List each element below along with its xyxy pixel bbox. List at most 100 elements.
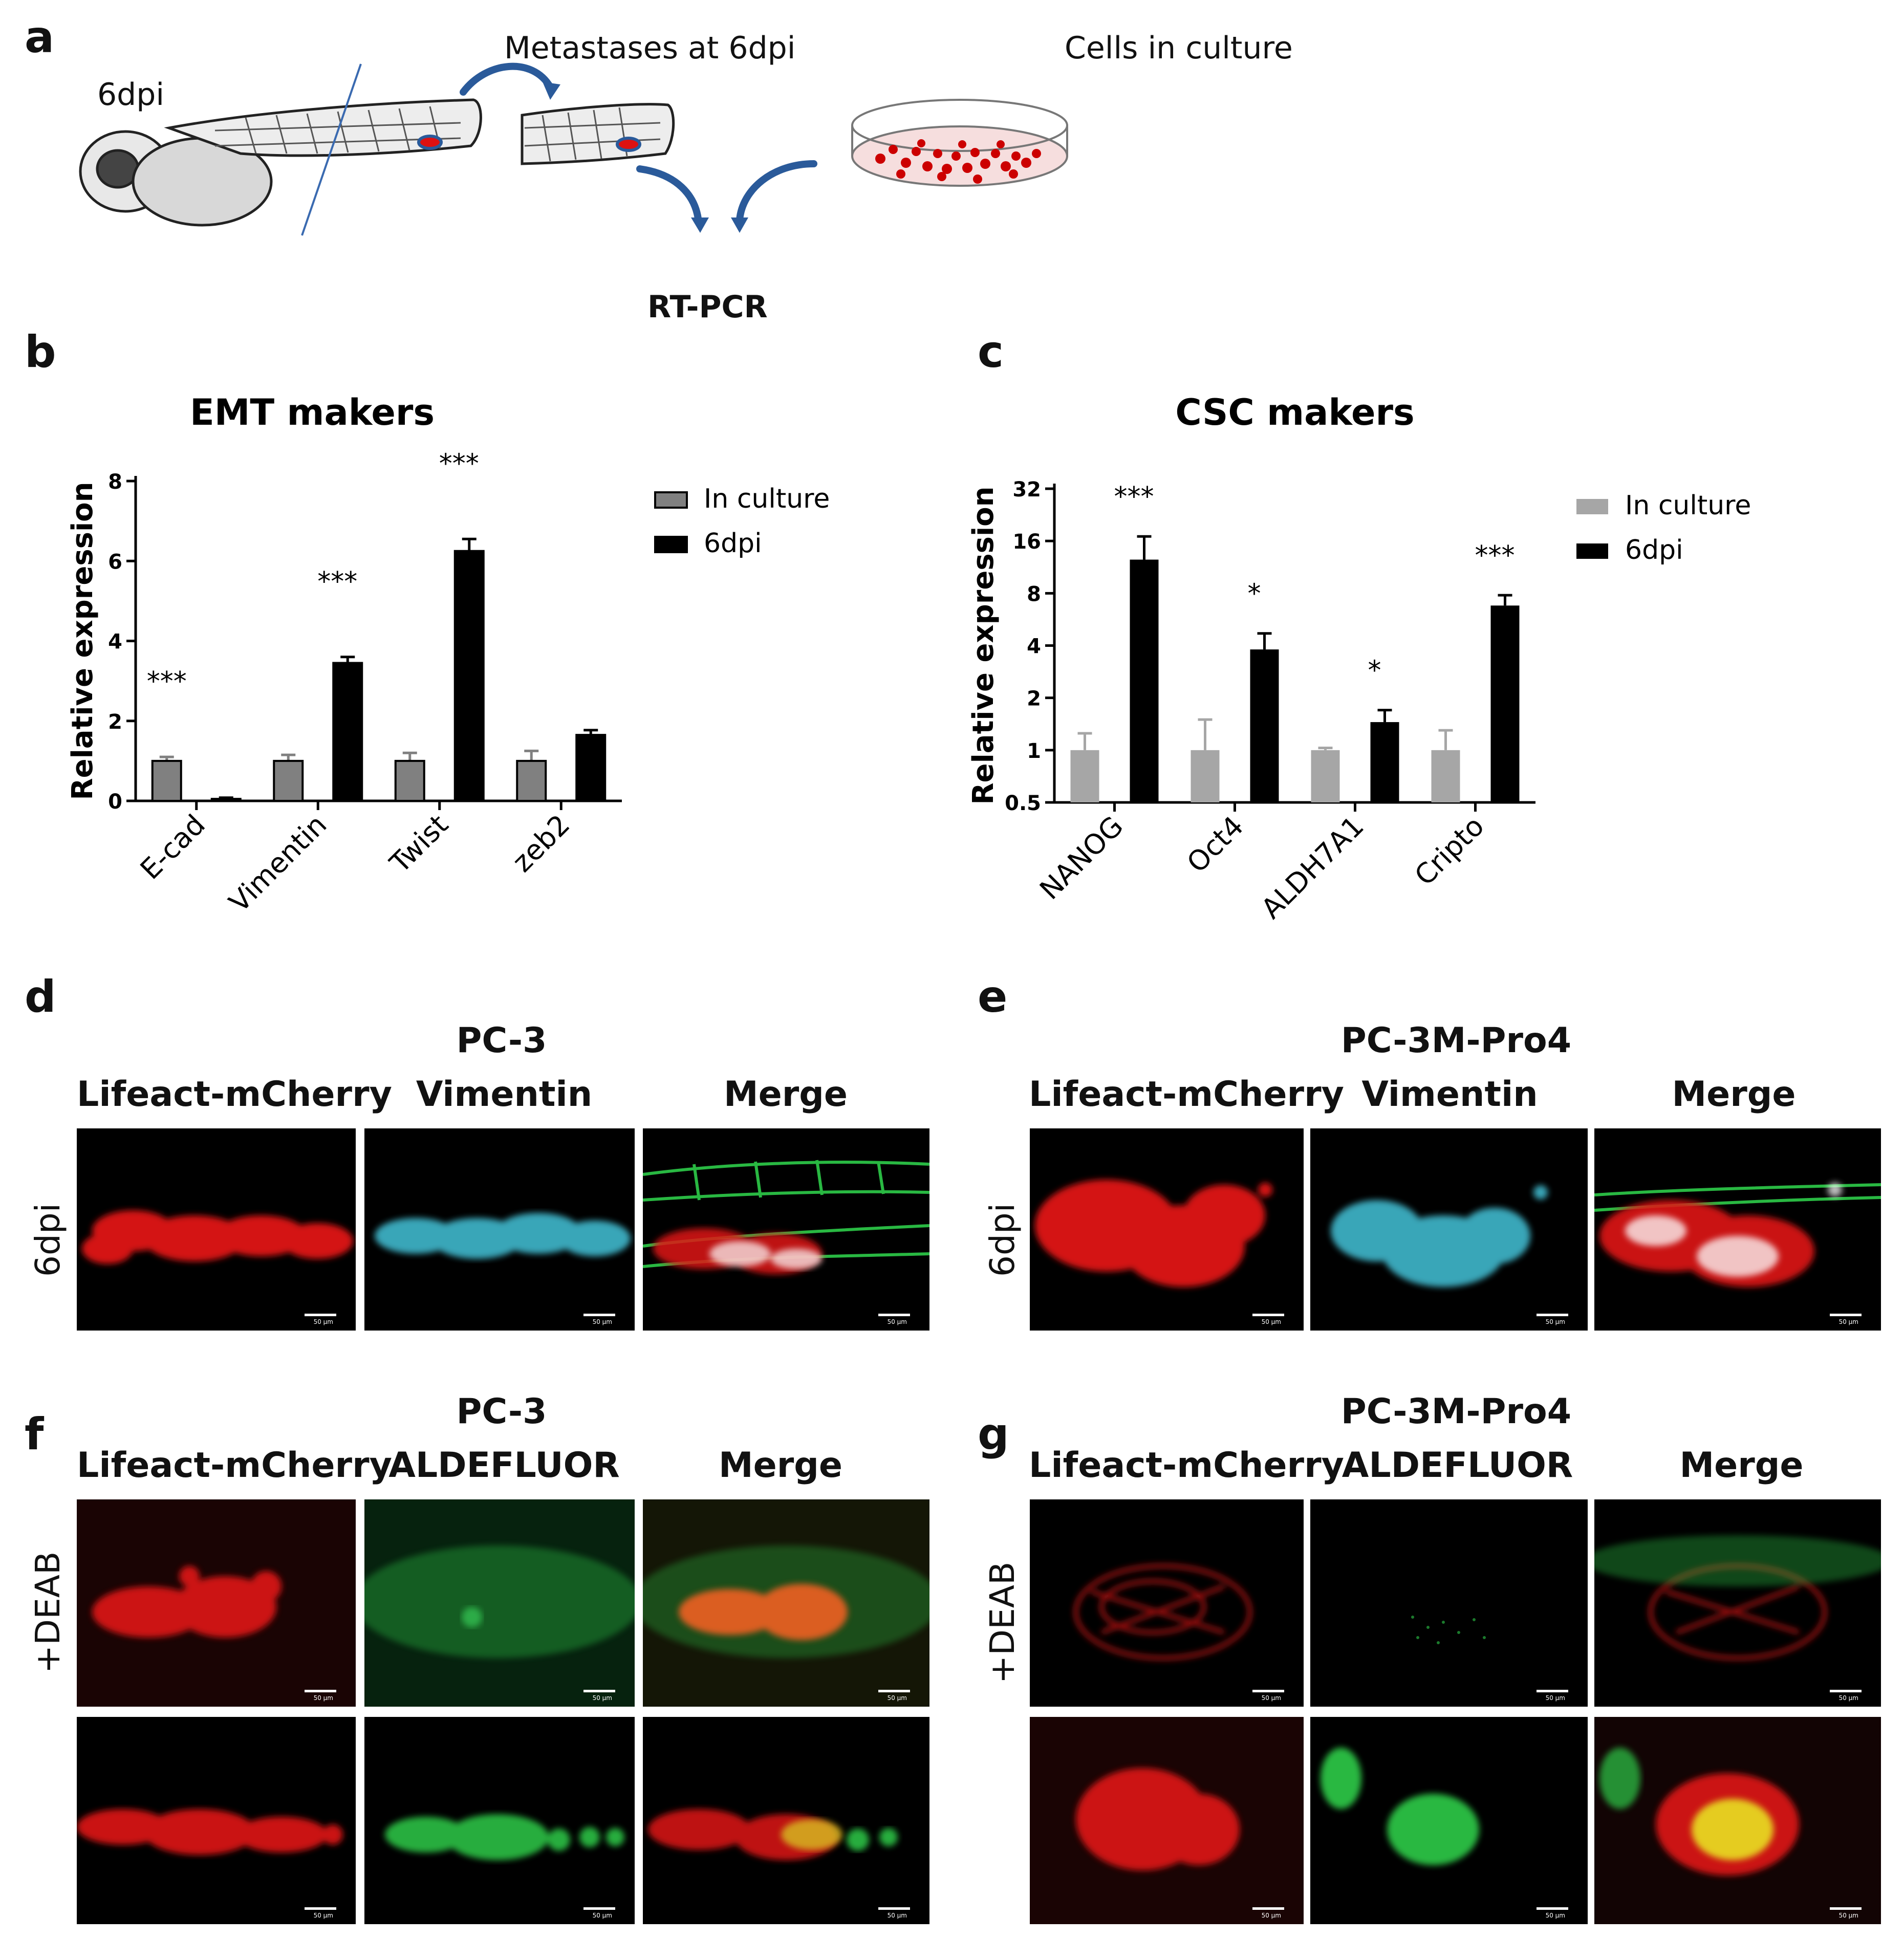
y-tick-label: 0.5	[1005, 792, 1041, 815]
bar	[210, 798, 242, 802]
bar	[1431, 750, 1460, 802]
chart-title: EMT makers	[190, 391, 435, 433]
col-merge-d: Merge	[723, 1074, 848, 1115]
group-title-f: PC-3	[456, 1391, 547, 1432]
y-tick-label: 0	[108, 790, 122, 814]
col-merge-e: Merge	[1672, 1074, 1796, 1115]
y-tick-label: 2	[1027, 687, 1041, 711]
micrograph-e-cyan: 50 µm	[1310, 1128, 1588, 1331]
x-tick-label: zeb2	[506, 809, 576, 879]
panel-letter-c: c	[978, 326, 1004, 378]
x-tick-label: NANOG	[1033, 810, 1129, 906]
row-label-6dpi-e: 6dpi	[983, 1203, 1022, 1277]
micrograph-f1-green: 50 µm	[364, 1499, 635, 1707]
y-tick-label: 16	[1012, 530, 1041, 554]
legend-swatch	[654, 536, 688, 553]
x-tick-label: Vimentin	[223, 809, 333, 919]
panel-letter-a: a	[25, 12, 55, 63]
x-tick-label: Cripto	[1409, 810, 1490, 892]
y-tick-label: 1	[1027, 739, 1041, 763]
significance-label: ***	[1475, 540, 1515, 571]
bar	[575, 734, 607, 802]
micrograph-g2-green: 50 µm	[1310, 1717, 1588, 1924]
chart-title: CSC makers	[1175, 391, 1414, 433]
bar	[1311, 750, 1340, 802]
y-axis-label: Relative expression	[967, 486, 1000, 804]
col-vimentin-e: Vimentin	[1361, 1074, 1538, 1115]
y-tick-label: 4	[108, 630, 122, 654]
legend-swatch	[654, 491, 688, 509]
legend-swatch	[1576, 543, 1608, 559]
col-lifeact-e: Lifeact-mCherry	[1029, 1074, 1344, 1115]
label-metastases: Metastases at 6dpi	[504, 30, 796, 66]
cut-line-icon	[301, 63, 362, 236]
micrograph-g1-red: 50 µm	[1030, 1499, 1304, 1707]
row-label-6dpi-d: 6dpi	[28, 1203, 68, 1277]
bar	[1250, 649, 1279, 802]
col-lifeact-f: Lifeact-mCherry	[77, 1445, 392, 1486]
group-title-e: PC-3M-Pro4	[1340, 1020, 1572, 1061]
micrograph-f1-merge: 50 µm	[643, 1499, 929, 1707]
panel-letter-e: e	[978, 971, 1008, 1022]
micrograph-f2-red: 50 µm	[77, 1717, 356, 1924]
bar	[273, 759, 304, 802]
petri-dish-icon	[851, 99, 1068, 187]
y-tick-label: 2	[108, 710, 122, 734]
micrograph-f2-green: 50 µm	[364, 1717, 635, 1924]
y-tick-label: 32	[1012, 478, 1041, 502]
y-axis-label: Relative expression	[66, 482, 99, 800]
col-merge-f: Merge	[718, 1445, 843, 1486]
micrograph-g2-merge: 50 µm	[1594, 1717, 1881, 1924]
panel-letter-g: g	[978, 1409, 1009, 1460]
bar	[1191, 750, 1220, 802]
legend-label: In culture	[1625, 490, 1751, 521]
col-merge-g: Merge	[1679, 1445, 1804, 1486]
bar	[516, 759, 547, 802]
y-tick-label: 4	[1027, 635, 1041, 659]
micrograph-d-cyan: 50 µm	[364, 1128, 635, 1331]
micrograph-e-red: 50 µm	[1030, 1128, 1304, 1331]
micrograph-f1-red: 50 µm	[77, 1499, 356, 1707]
label-rt-pcr: RT-PCR	[647, 289, 768, 325]
chart-csc: CSC makers Relative expression 0.5 1 2 4 8 16 32…	[967, 391, 1751, 925]
row-label-deab-f: +DEAB	[28, 1551, 68, 1673]
group-title-d: PC-3	[456, 1020, 547, 1061]
micrograph-d-red: 50 µm	[77, 1128, 356, 1331]
col-lifeact-g: Lifeact-mCherry	[1029, 1445, 1344, 1486]
bar	[394, 759, 425, 802]
bar	[1130, 559, 1159, 802]
label-cells-in-culture: Cells in culture	[1065, 30, 1293, 66]
bar	[1070, 750, 1099, 802]
col-aldefluor-g: ALDEFLUOR	[1342, 1445, 1573, 1486]
bar	[332, 662, 363, 802]
y-tick-label: 6	[108, 550, 122, 574]
col-lifeact-d: Lifeact-mCherry	[77, 1074, 392, 1115]
legend-swatch	[1576, 499, 1608, 514]
bar	[151, 759, 182, 802]
x-tick-label: Twist	[383, 809, 455, 880]
zebrafish-larva-icon	[79, 98, 482, 227]
significance-label: ***	[1114, 482, 1154, 512]
tumor-spot-icon	[417, 135, 443, 150]
y-tick-label: 8	[1027, 582, 1041, 606]
micrograph-d-merge: 50 µm	[643, 1128, 929, 1331]
arrow-icons	[460, 62, 817, 226]
panel-letter-d: d	[25, 971, 56, 1022]
col-vimentin-d: Vimentin	[416, 1074, 593, 1115]
bar	[1370, 722, 1399, 802]
x-tick-label: ALDH7A1	[1255, 810, 1370, 925]
significance-label: *	[1368, 656, 1381, 686]
row-label-deab-g: +DEAB	[983, 1561, 1022, 1684]
group-title-g: PC-3M-Pro4	[1340, 1391, 1572, 1432]
x-tick-label: E-cad	[134, 809, 211, 886]
micrograph-f2-merge: 50 µm	[643, 1717, 929, 1924]
bar	[1490, 605, 1520, 802]
significance-label: *	[1248, 579, 1261, 609]
y-tick-label: 8	[108, 470, 122, 494]
x-tick-label: Oct4	[1181, 810, 1250, 879]
bar	[453, 550, 485, 802]
micrograph-g1-merge: 50 µm	[1594, 1499, 1881, 1707]
panel-letter-f: f	[25, 1409, 44, 1460]
legend-label: 6dpi	[704, 528, 762, 559]
